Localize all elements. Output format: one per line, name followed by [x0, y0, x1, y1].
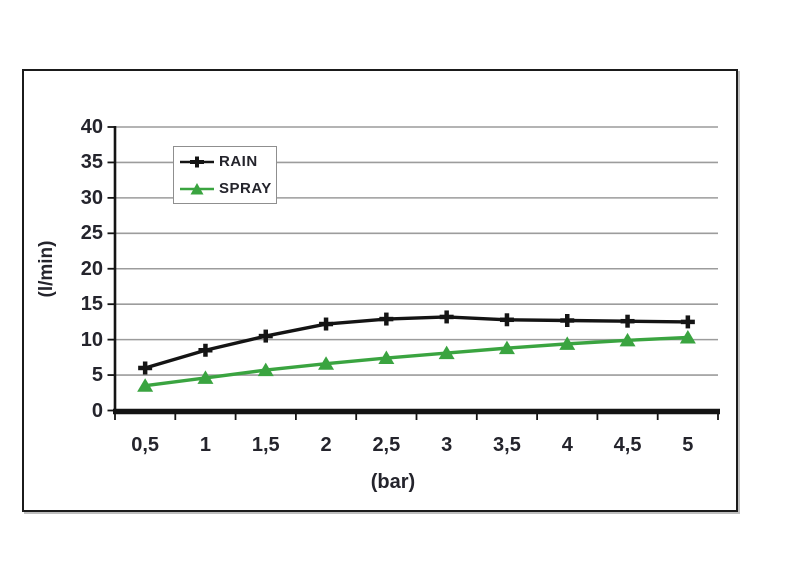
x-tick-label: 4: [561, 434, 573, 456]
x-tick-label: 4,5: [613, 434, 642, 456]
series-rain-line: [138, 310, 695, 375]
x-tick-label: 2: [320, 434, 332, 456]
x-tick-label: 5: [682, 434, 694, 456]
spray-series-marker-icon: [180, 181, 214, 197]
rain-series-marker-icon: [180, 154, 214, 170]
y-tick-label: 0: [91, 399, 103, 422]
series-spray-line: [137, 329, 696, 392]
legend-label-rain: RAIN: [219, 153, 258, 170]
x-tick-label: 1,5: [251, 434, 280, 456]
legend-item-rain: RAIN: [174, 148, 276, 175]
y-tick-label: 30: [80, 186, 103, 209]
legend-label-spray: SPRAY: [219, 180, 272, 197]
y-tick-label: 15: [80, 293, 103, 316]
x-axis-title: (bar): [370, 471, 416, 493]
x-tick-label: 0,5: [131, 434, 160, 456]
x-tick-label: 1: [199, 434, 211, 456]
y-axis-title: (l/min): [36, 240, 57, 298]
y-tick-label: 40: [80, 116, 103, 138]
y-tick-label: 10: [80, 328, 103, 351]
y-tick-label: 5: [91, 364, 103, 387]
y-tick-label: 20: [80, 257, 103, 280]
x-tick-label: 3: [441, 434, 453, 456]
chart-legend: RAIN SPRAY: [173, 146, 277, 204]
x-tick-label: 2,5: [372, 434, 401, 456]
axes: [107, 126, 720, 420]
y-tick-label: 25: [80, 222, 103, 245]
chart-figure: [22, 69, 738, 512]
y-tick-label: 35: [80, 151, 103, 174]
legend-item-spray: SPRAY: [174, 175, 276, 202]
x-tick-label: 3,5: [493, 434, 521, 456]
